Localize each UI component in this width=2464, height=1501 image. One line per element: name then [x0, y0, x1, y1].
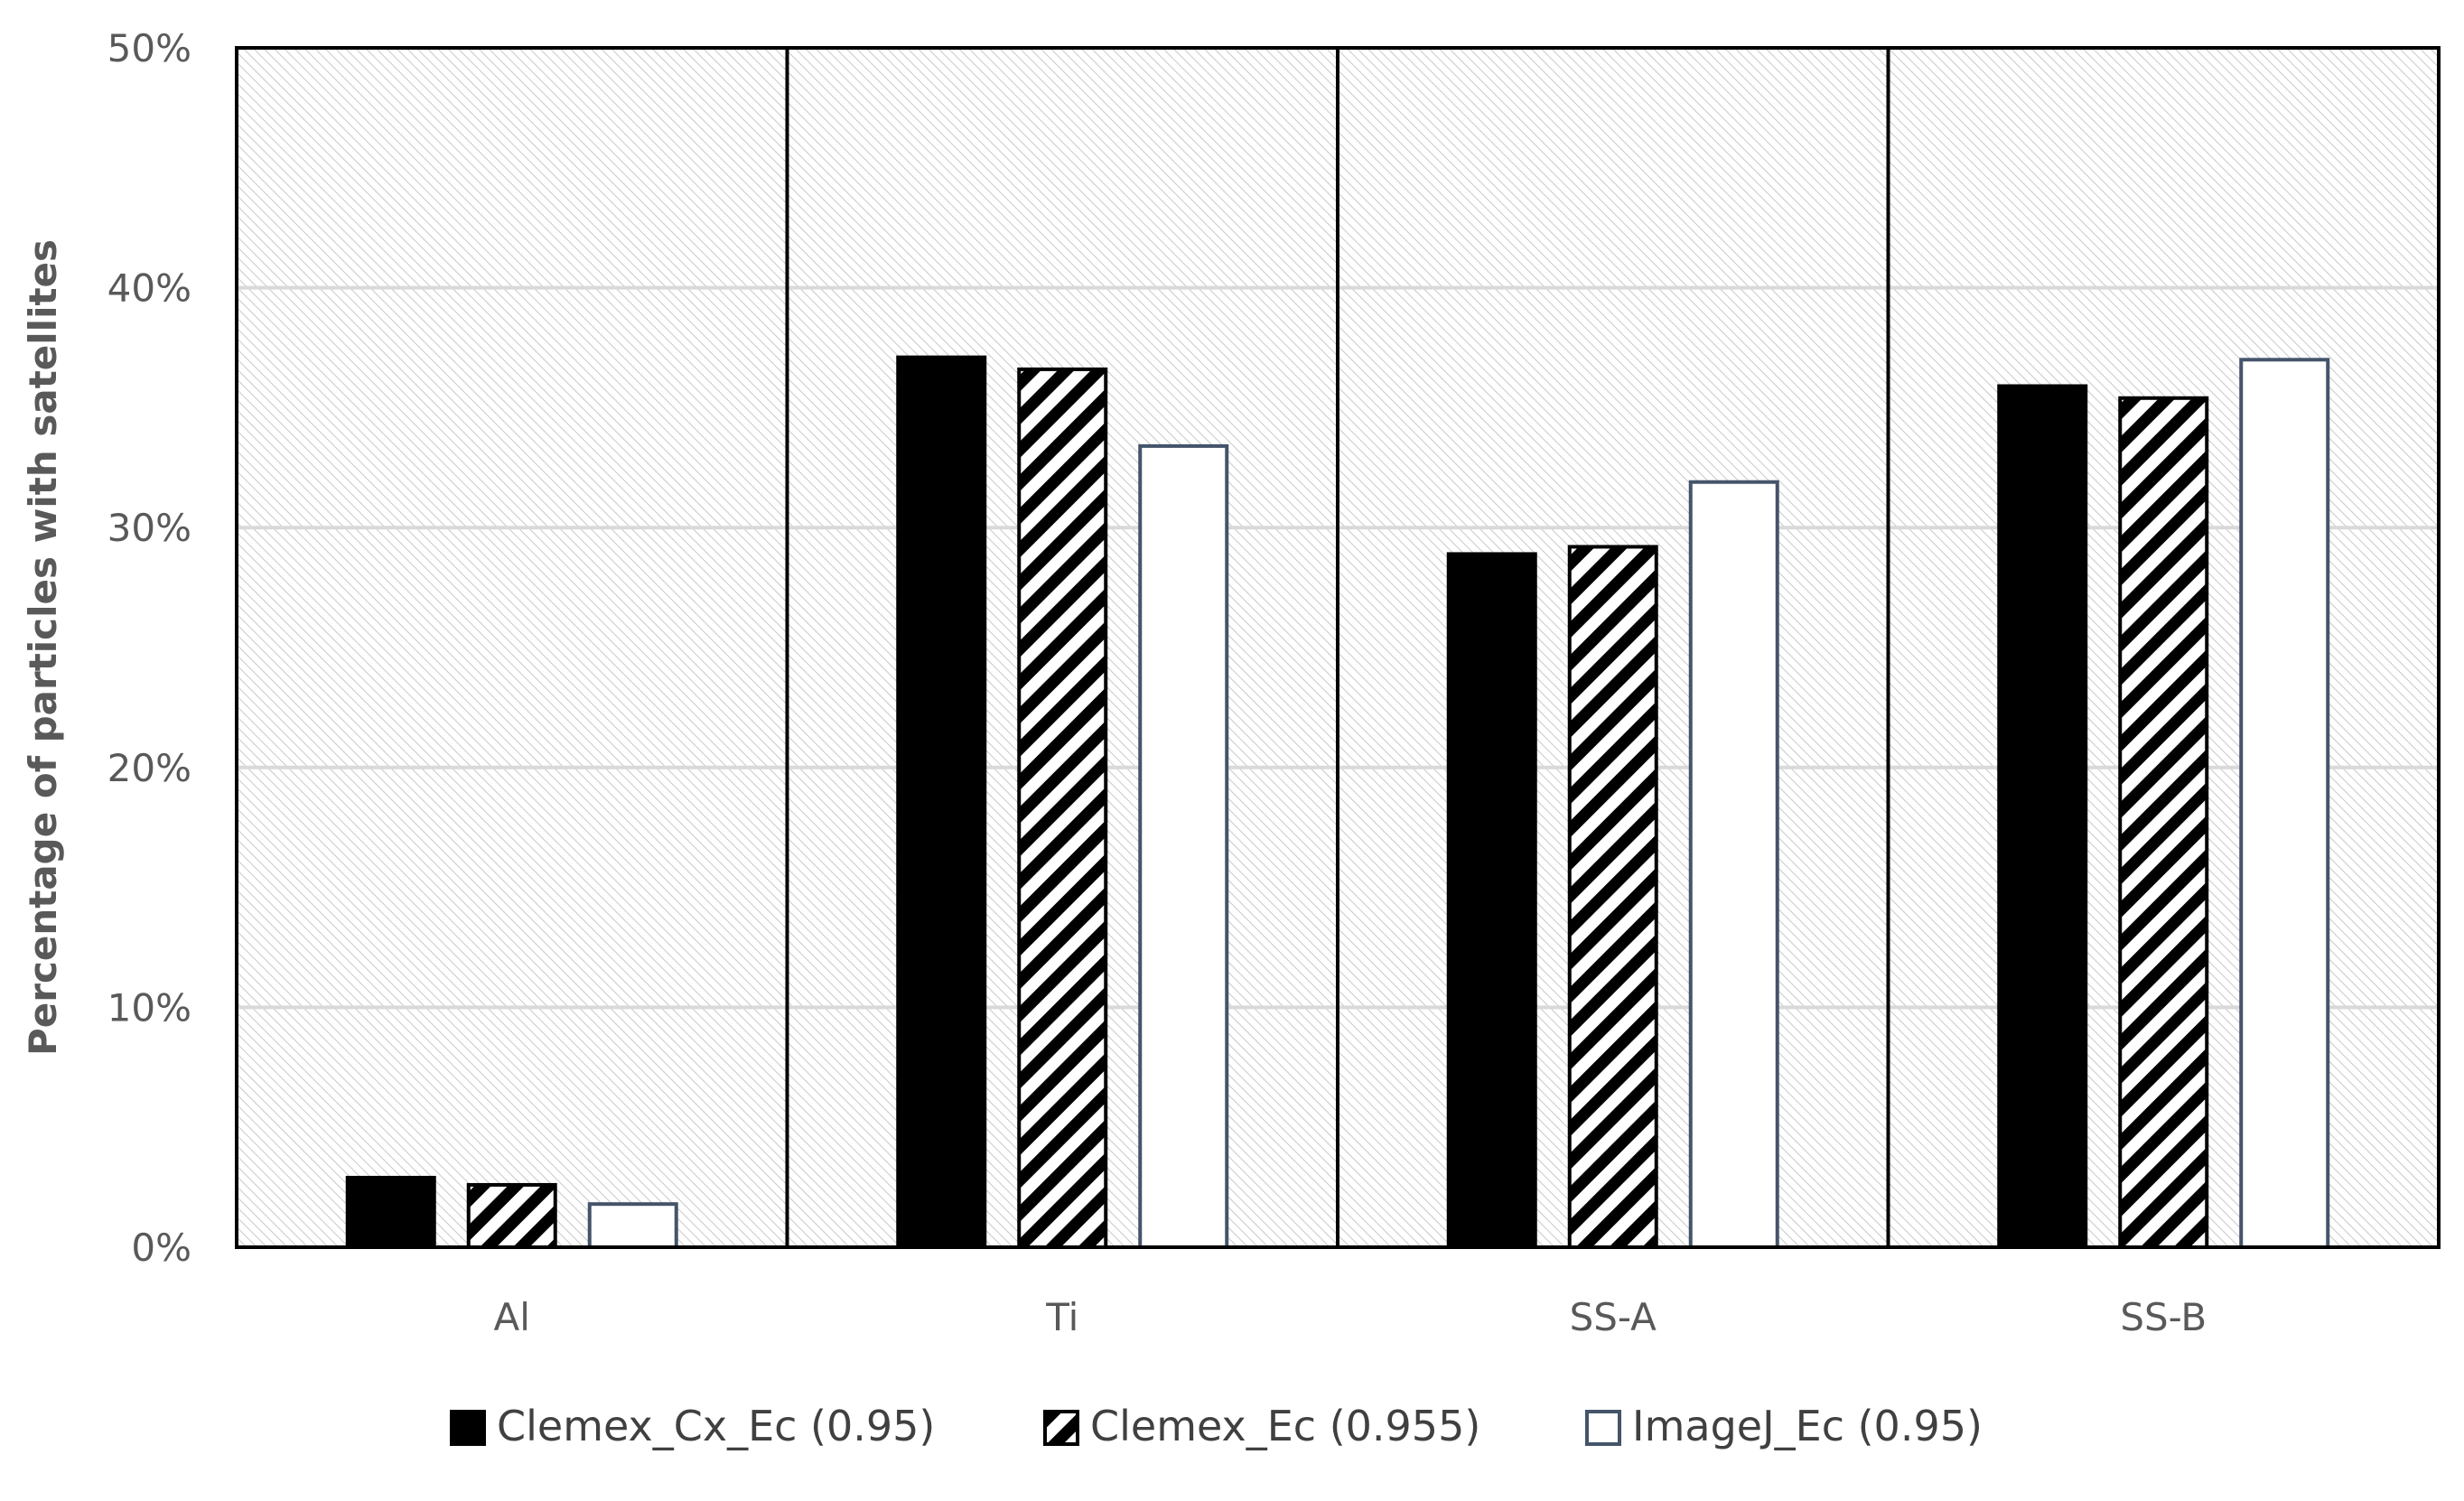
y-tick-label-5: 50%	[107, 26, 191, 70]
legend-swatch-1	[1043, 1410, 1079, 1446]
bar-series-2-ss-a	[1688, 480, 1779, 1249]
bar-series-2-ss-b	[2239, 358, 2330, 1249]
legend-label-2: ImageJ_Ec (0.95)	[1632, 1402, 1983, 1450]
x-tick-label-ss-b: SS-B	[2120, 1295, 2207, 1339]
y-tick-label-2: 20%	[107, 746, 191, 790]
bar-series-2-ti	[1138, 443, 1229, 1249]
bar-series-0-ti	[896, 355, 987, 1249]
y-tick-label-3: 30%	[107, 506, 191, 550]
legend-swatch-0	[450, 1410, 486, 1446]
bar-series-0-ss-b	[1997, 384, 2088, 1250]
legend-label-0: Clemex_Cx_Ec (0.95)	[497, 1402, 935, 1450]
bar-series-1-ss-a	[1567, 545, 1658, 1249]
plot-area-border	[235, 46, 2441, 1249]
legend-swatch-2	[1585, 1410, 1621, 1446]
bar-series-0-al	[345, 1175, 436, 1249]
x-tick-label-ss-a: SS-A	[1570, 1295, 1657, 1339]
y-tick-label-4: 40%	[107, 266, 191, 311]
bar-series-1-ss-b	[2118, 396, 2209, 1249]
y-tick-label-1: 10%	[107, 985, 191, 1030]
x-tick-label-ti: Ti	[1045, 1295, 1078, 1339]
legend-label-1: Clemex_Ec (0.955)	[1090, 1402, 1480, 1450]
x-tick-label-al: Al	[494, 1295, 530, 1339]
y-tick-label-0: 0%	[131, 1226, 191, 1270]
bar-series-1-al	[466, 1182, 557, 1249]
bar-series-0-ss-a	[1446, 552, 1537, 1249]
bar-series-2-al	[587, 1202, 678, 1250]
y-axis-title: Percentage of particles with satellites	[21, 239, 65, 1056]
bar-series-1-ti	[1017, 367, 1108, 1249]
